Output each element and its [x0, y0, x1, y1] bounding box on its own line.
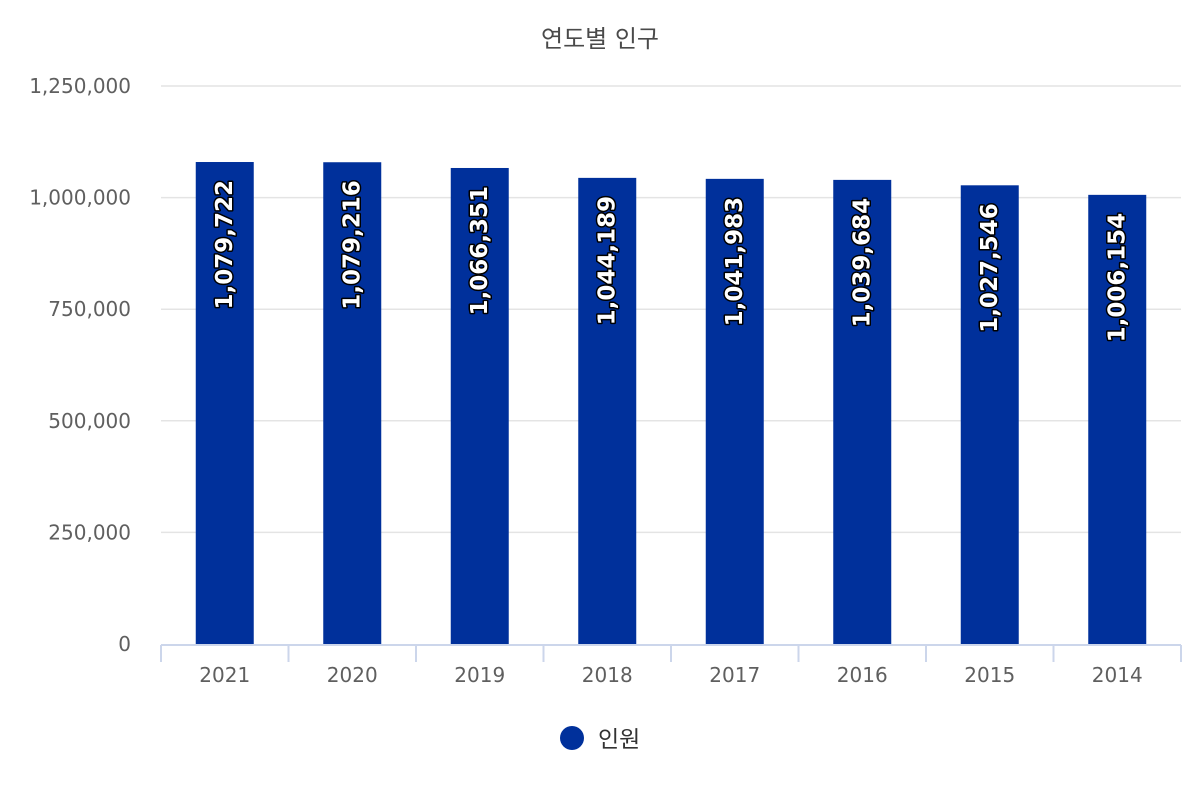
bar[interactable] [705, 178, 764, 644]
bar[interactable] [1088, 194, 1147, 645]
bar[interactable] [195, 162, 254, 645]
x-axis: 2021 2020 2019 2018 2017 2016 2015 2014 [160, 644, 1182, 687]
legend-label: 인원 [598, 727, 640, 753]
bar[interactable] [578, 177, 637, 644]
data-label: 1,041,983 [722, 197, 748, 327]
data-label: 1,027,546 [977, 203, 1003, 333]
y-tick-label: 500,000 [48, 409, 131, 433]
y-tick-label: 750,000 [48, 297, 131, 321]
bar[interactable] [450, 167, 509, 645]
x-tick-label: 2021 [199, 663, 250, 687]
bar[interactable] [833, 179, 892, 644]
data-label: 1,044,189 [594, 196, 620, 326]
chart-title: 연도별 인구 [541, 25, 659, 53]
legend[interactable]: 인원 [560, 726, 640, 753]
data-label: 1,039,684 [849, 198, 875, 328]
y-tick-label: 250,000 [48, 520, 131, 544]
y-tick-label: 0 [118, 632, 131, 656]
x-tick-label: 2015 [964, 663, 1015, 687]
x-tick-label: 2020 [327, 663, 378, 687]
data-label: 1,079,216 [339, 180, 365, 310]
x-tick-label: 2017 [709, 663, 760, 687]
data-label: 1,006,154 [1104, 213, 1130, 342]
data-labels: 1,079,722 1,079,216 1,066,351 1,044,189 1,04… [210, 179, 1132, 344]
gridlines [161, 85, 1181, 534]
legend-item[interactable]: 인원 [560, 726, 640, 753]
data-label: 1,079,722 [212, 180, 238, 309]
x-tick-label: 2018 [582, 663, 633, 687]
x-tick-label: 2019 [454, 663, 505, 687]
bar[interactable] [323, 162, 382, 644]
y-axis: 0 250,000 500,000 750,000 1,000,000 1,250,000 [29, 74, 131, 656]
x-tick-label: 2016 [837, 663, 888, 687]
legend-marker [560, 726, 584, 750]
bar[interactable] [960, 185, 1019, 644]
x-tick-label: 2014 [1092, 663, 1143, 687]
bars [195, 162, 1147, 645]
data-label: 1,066,351 [467, 186, 493, 315]
y-tick-label: 1,250,000 [29, 74, 131, 98]
y-tick-label: 1,000,000 [29, 186, 131, 210]
